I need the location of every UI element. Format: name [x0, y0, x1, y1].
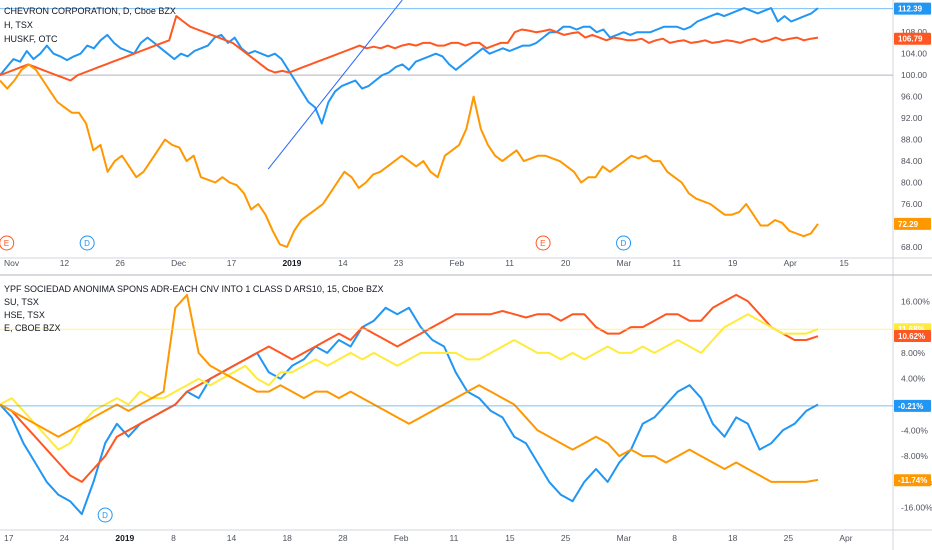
y-tick-label: 100.00	[901, 70, 927, 80]
x-tick-label: Mar	[617, 258, 632, 268]
event-marker-icon[interactable]	[616, 235, 632, 251]
legend-entry[interactable]: CHEVRON CORPORATION, D, Cboe BZX	[4, 6, 176, 16]
x-tick-label: 2019	[282, 258, 301, 268]
x-tick-label: 20	[561, 258, 571, 268]
legend-entry[interactable]: YPF SOCIEDAD ANONIMA SPONS ADR-EACH CNV …	[4, 284, 383, 294]
x-tick-label: 17	[4, 533, 14, 543]
event-marker-letter: E	[540, 239, 545, 248]
x-tick-label: 18	[728, 533, 738, 543]
x-tick-label: 28	[338, 533, 348, 543]
last-value-badge	[894, 2, 931, 15]
y-tick-label: -4.00%	[901, 425, 928, 435]
x-tick-label: 23	[394, 258, 404, 268]
x-tick-label: 11	[450, 533, 459, 543]
event-marker-icon[interactable]	[535, 235, 551, 251]
series-line-1[interactable]	[0, 7, 819, 125]
last-value-label: 106.79	[898, 35, 923, 44]
last-value-badge	[894, 217, 931, 230]
x-tick-label: Mar	[617, 533, 632, 543]
event-marker-letter: D	[102, 511, 108, 520]
event-marker-letter: D	[84, 239, 90, 248]
x-tick-label: 17	[227, 258, 237, 268]
event-marker-icon[interactable]	[79, 235, 95, 251]
legend-entry[interactable]: E, CBOE BZX	[4, 323, 61, 333]
x-tick-label: 12	[60, 258, 70, 268]
x-tick-label: 19	[728, 258, 738, 268]
event-marker-icon[interactable]	[97, 507, 113, 523]
y-tick-label: -16.00%	[901, 503, 932, 513]
x-tick-label: 14	[338, 258, 348, 268]
x-tick-label: 8	[672, 533, 677, 543]
event-marker-letter: E	[4, 239, 9, 248]
x-tick-label: Nov	[4, 258, 20, 268]
x-tick-label: 25	[561, 533, 571, 543]
y-tick-label: 4.00%	[901, 374, 926, 384]
event-marker-icon[interactable]	[0, 235, 15, 251]
event-marker-letter: D	[621, 239, 627, 248]
last-value-badge	[894, 474, 931, 487]
series-line-3[interactable]	[0, 313, 819, 451]
series-line-4[interactable]	[0, 293, 819, 483]
last-value-label: 72.29	[898, 220, 919, 229]
y-tick-label: -8.00%	[901, 451, 928, 461]
y-tick-label: 16.00%	[901, 296, 930, 306]
last-value-label: 112.39	[898, 5, 923, 14]
x-tick-label: Feb	[394, 533, 409, 543]
last-value-label: -11.74%	[898, 476, 927, 485]
x-tick-label: 26	[115, 258, 125, 268]
x-tick-label: 25	[784, 533, 794, 543]
y-tick-label: 108.00	[901, 27, 927, 37]
series-line-1[interactable]	[0, 306, 819, 516]
y-tick-label: 92.00	[901, 113, 923, 123]
x-tick-label: 11	[672, 258, 681, 268]
last-value-label: 11.68%	[898, 325, 925, 334]
y-tick-label: 68.00	[901, 242, 923, 252]
y-tick-label: 76.00	[901, 199, 923, 209]
x-tick-label: 14	[227, 533, 237, 543]
x-tick-label: 18	[282, 533, 292, 543]
x-tick-label: Apr	[839, 533, 852, 543]
last-value-label: 10.62%	[898, 332, 925, 341]
last-value-badge	[894, 330, 931, 343]
x-tick-label: 8	[171, 533, 176, 543]
last-value-label: -0.21%	[898, 402, 923, 411]
series-line-3[interactable]	[0, 63, 819, 248]
x-tick-label: 11	[505, 258, 514, 268]
y-tick-label: 80.00	[901, 178, 923, 188]
x-tick-label: 24	[60, 533, 70, 543]
legend-entry[interactable]: HSE, TSX	[4, 310, 45, 320]
x-tick-label: 2019	[115, 533, 134, 543]
y-tick-label: 96.00	[901, 92, 923, 102]
x-tick-label: Dec	[171, 258, 187, 268]
legend-entry[interactable]: HUSKF, OTC	[4, 34, 58, 44]
y-tick-label: 88.00	[901, 135, 923, 145]
x-tick-label: Feb	[450, 258, 465, 268]
series-line-2[interactable]	[0, 15, 819, 82]
last-value-badge	[894, 399, 931, 412]
trendline-drawing[interactable]	[267, 0, 403, 170]
legend-entry[interactable]: SU, TSX	[4, 297, 39, 307]
y-tick-label: 84.00	[901, 156, 923, 166]
series-line-2[interactable]	[0, 293, 819, 483]
last-value-badge	[894, 32, 931, 45]
y-tick-label: 104.00	[901, 49, 927, 59]
x-tick-label: 15	[839, 258, 849, 268]
legend-entry[interactable]: H, TSX	[4, 20, 33, 30]
y-tick-label: 8.00%	[901, 348, 926, 358]
x-tick-label: 15	[505, 533, 515, 543]
x-tick-label: Apr	[784, 258, 797, 268]
